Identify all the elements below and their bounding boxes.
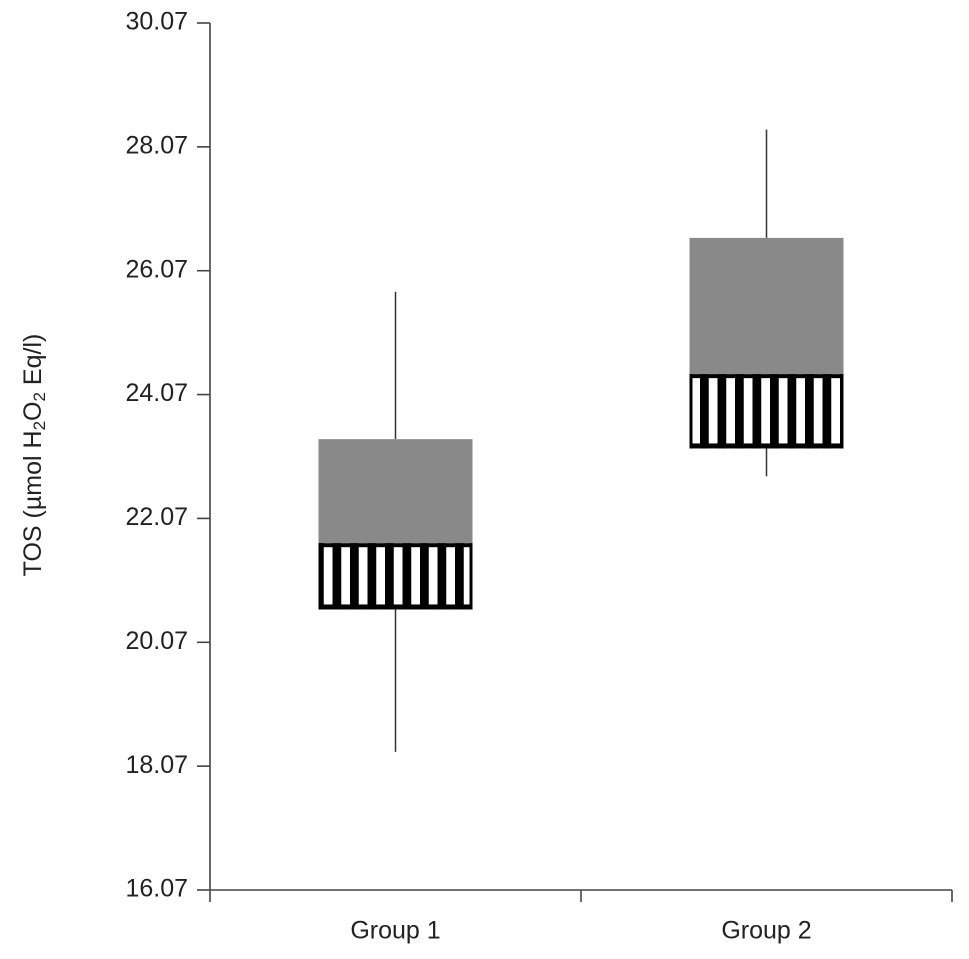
- box-lower-left-edge: [689, 374, 693, 449]
- box-lower: [318, 543, 473, 610]
- box-group: [318, 291, 473, 752]
- box-upper: [318, 439, 473, 544]
- median-line: [689, 374, 844, 379]
- box-lower-left-edge: [318, 543, 322, 610]
- y-axis-label: TOS (µmol H2O2 Eq/l): [19, 334, 50, 577]
- y-tick-label: 26.07: [125, 255, 188, 283]
- y-axis-label-mid: O: [19, 402, 47, 421]
- y-tick-label: 24.07: [125, 379, 188, 407]
- y-axis-label-suffix: Eq/l): [19, 334, 47, 392]
- x-tick-label: Group 1: [350, 917, 440, 945]
- y-tick-label: 18.07: [125, 751, 188, 779]
- box-upper: [689, 237, 844, 375]
- y-tick-label: 28.07: [125, 131, 188, 159]
- y-axis-label-sub2: 2: [30, 392, 49, 401]
- box-lower: [689, 374, 844, 449]
- y-axis-label-sub1: 2: [30, 421, 49, 430]
- y-tick-label: 30.07: [125, 8, 188, 36]
- y-axis: 16.07 18.07 20.07 22.07 24.07 26.07 28.07 30.07: [125, 8, 211, 903]
- x-axis: Group 1 Group 2: [209, 889, 953, 945]
- q1-line: [689, 443, 844, 449]
- median-line: [318, 543, 473, 548]
- y-tick-label: 22.07: [125, 503, 188, 531]
- box-group: [689, 129, 844, 477]
- x-tick-label: Group 2: [721, 917, 811, 945]
- box-series: [318, 129, 844, 752]
- q1-line: [318, 604, 473, 610]
- box-lower-right-edge: [840, 374, 844, 449]
- box-lower-right-edge: [469, 543, 473, 610]
- y-tick-label: 16.07: [125, 875, 188, 903]
- y-tick-label: 20.07: [125, 627, 188, 655]
- y-axis-label-prefix: TOS (µmol H: [19, 430, 47, 576]
